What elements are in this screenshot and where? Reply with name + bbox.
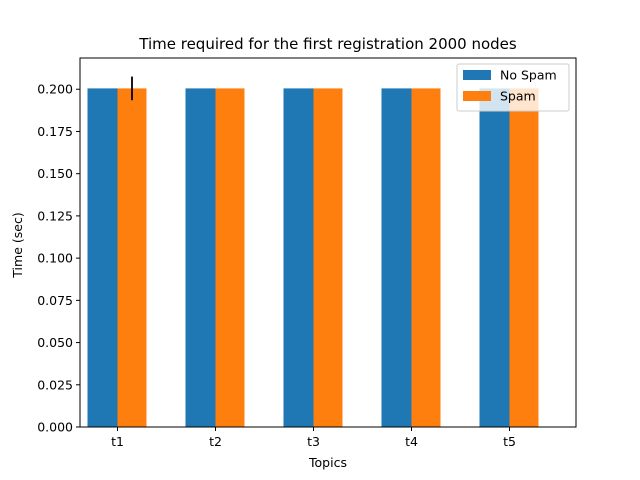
y-tick-label: 0.000 (37, 420, 73, 435)
chart-title: Time required for the first registration… (138, 35, 517, 53)
x-tick-label: t3 (307, 434, 320, 449)
bar-spam-t5 (509, 88, 539, 428)
x-tick-label: t1 (111, 434, 124, 449)
bar-spam-t1 (117, 88, 147, 428)
x-tick-label: t4 (405, 434, 418, 449)
bar-spam-t4 (411, 88, 441, 428)
bar-no-spam-t5 (479, 88, 510, 428)
legend: No Spam Spam (456, 63, 570, 112)
legend-swatch-spam (463, 91, 491, 101)
legend-label-spam: Spam (500, 89, 536, 104)
y-tick-label: 0.150 (37, 166, 73, 181)
x-tick-label: t2 (209, 434, 222, 449)
y-tick-label: 0.100 (37, 251, 73, 266)
bar-no-spam-t3 (283, 88, 314, 428)
x-axis-label: Topics (308, 455, 347, 470)
bar-no-spam-t2 (185, 88, 216, 428)
y-tick-label: 0.075 (37, 293, 73, 308)
x-axis: t1 t2 t3 t4 t5 (111, 427, 516, 449)
y-tick-label: 0.025 (37, 377, 73, 392)
plot-frame (79, 57, 577, 428)
bar-spam-t2 (215, 88, 245, 428)
y-axis-label: Time (sec) (10, 212, 25, 278)
y-axis: 0.000 0.025 0.050 0.075 0.100 0.125 0.150 0.175… (37, 82, 80, 435)
y-tick-label: 0.200 (37, 82, 73, 97)
y-tick-label: 0.050 (37, 335, 73, 350)
x-tick-label: t5 (503, 434, 516, 449)
bar-no-spam-t1 (87, 88, 118, 428)
y-tick-label: 0.175 (37, 124, 73, 139)
bar-spam-t3 (313, 88, 343, 428)
bar-no-spam-t4 (381, 88, 412, 428)
legend-swatch-no-spam (463, 70, 491, 80)
legend-label-no-spam: No Spam (500, 68, 557, 83)
y-tick-label: 0.125 (37, 208, 73, 223)
bars-group (87, 88, 539, 428)
